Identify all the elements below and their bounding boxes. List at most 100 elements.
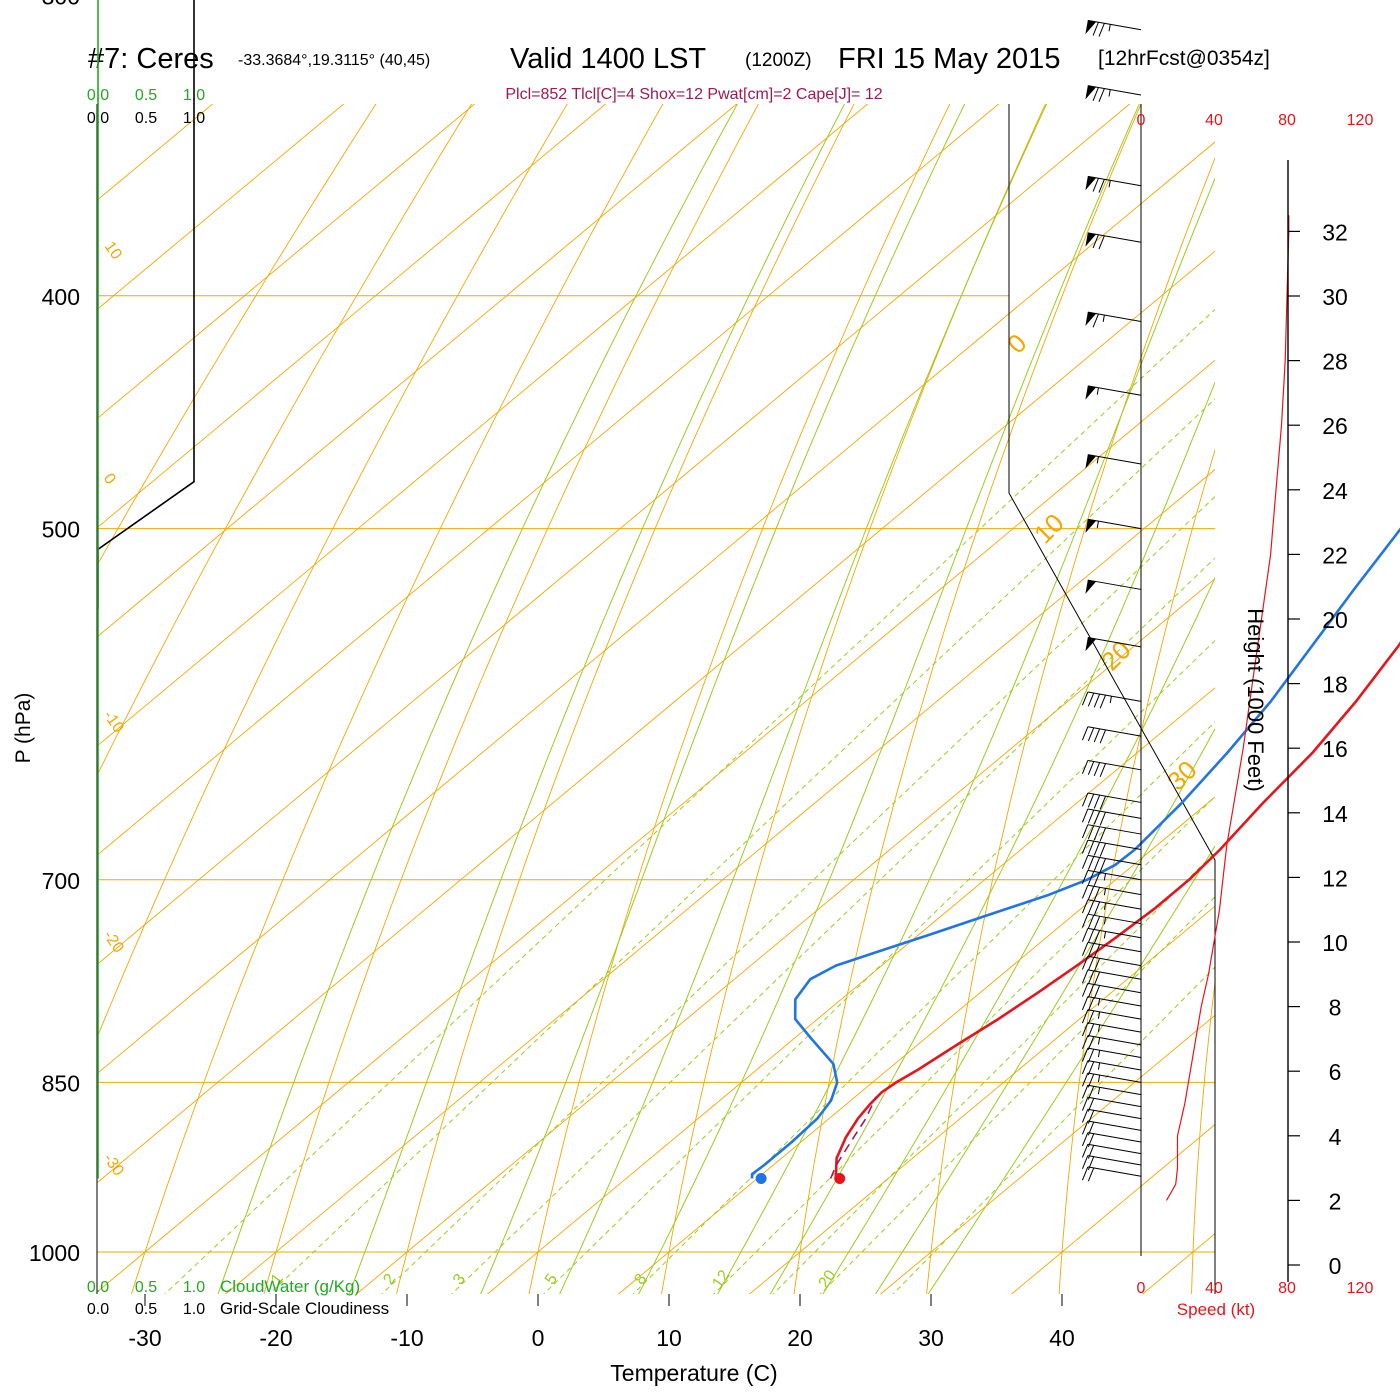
cloudwater-tick-bottom: 0.0 xyxy=(87,1279,109,1296)
temperature-trace xyxy=(834,641,1400,1179)
stability-indices: Plcl=852 Tlcl[C]=4 Shox=12 Pwat[cm]=2 Ca… xyxy=(505,86,882,103)
wind-barb xyxy=(1085,85,1142,102)
mixing-ratio-lines xyxy=(164,308,1215,1294)
dry-adiabat xyxy=(1058,448,1215,1294)
wind-barb xyxy=(1081,1166,1142,1182)
moist-adiabat xyxy=(769,381,1215,1294)
speed-label: Speed (kt) xyxy=(1177,1300,1255,1319)
wind-barb xyxy=(1085,518,1142,534)
wind-speed-line xyxy=(1165,215,1290,1201)
isotherm xyxy=(97,250,1215,1184)
speed-tick-top: 0 xyxy=(1137,112,1146,129)
isotherm xyxy=(97,104,476,420)
wind-barb xyxy=(1085,19,1142,37)
wind-barb xyxy=(1085,175,1142,193)
speed-tick-top: 80 xyxy=(1278,112,1296,129)
adiabat-label: 0 xyxy=(1001,328,1032,359)
height-tick: 20 xyxy=(1322,607,1348,633)
isotherm xyxy=(97,104,345,311)
wind-barb xyxy=(1081,759,1142,778)
cloudiness-tick-top: 0.5 xyxy=(135,110,157,127)
sounding-traces xyxy=(750,527,1400,1185)
cloudwater-label: CloudWater (g/Kg) xyxy=(220,1277,360,1296)
height-tick: 32 xyxy=(1322,219,1348,245)
mixing-ratio-line xyxy=(164,308,1215,1294)
cloud-scale-top: 0.0 0.5 1.00.0 0.5 1.0 xyxy=(87,87,205,127)
height-tick: 4 xyxy=(1329,1124,1342,1150)
height-tick: 26 xyxy=(1322,413,1348,439)
isotherm xyxy=(97,104,738,638)
pressure-tick-labels: 2503004005007008501000 xyxy=(29,0,80,1266)
moist-adiabat xyxy=(717,177,1215,1294)
station-coords: -33.3684°,19.3115° (40,45) xyxy=(238,52,430,69)
x-axis-title: Temperature (C) xyxy=(610,1360,777,1386)
moist-adiabat-lines xyxy=(217,104,1215,1294)
wind-speed-profile xyxy=(1165,215,1290,1201)
moist-adiabat xyxy=(927,845,1215,1294)
mixing-ratio-line xyxy=(381,495,1215,1294)
dry-adiabat xyxy=(793,104,1142,1294)
temperature-tick: 0 xyxy=(532,1325,545,1351)
surface-temperature-dot xyxy=(834,1173,846,1185)
wind-barb xyxy=(1081,792,1142,810)
speed-tick-bottom: 0 xyxy=(1137,1280,1146,1297)
mixing-ratio-label: 2 xyxy=(380,1271,399,1288)
dewpoint-trace xyxy=(750,527,1400,1179)
mixing-ratio-label: 5 xyxy=(542,1271,561,1288)
wind-barb xyxy=(1081,1072,1142,1088)
speed-scale-bottom: 0 40 80 120 xyxy=(1137,1280,1374,1297)
adiabat-label: 10 xyxy=(1028,508,1070,550)
mixing-ratio-line xyxy=(450,557,1215,1294)
cloudiness-tick-bottom: 0.5 xyxy=(135,1301,157,1318)
isotherm-lines xyxy=(97,104,1215,1294)
mixing-ratio-line xyxy=(268,398,1215,1294)
speed-tick-bottom: 80 xyxy=(1278,1280,1296,1297)
wind-barb xyxy=(1085,385,1142,400)
wind-barb xyxy=(1081,996,1142,1012)
height-tick: 2 xyxy=(1329,1188,1342,1214)
isotherm xyxy=(617,796,1215,1294)
zulu-time: (1200Z) xyxy=(745,50,812,71)
height-tick: 10 xyxy=(1322,930,1348,956)
mixing-ratio-label: 12 xyxy=(709,1267,733,1291)
pressure-tick: 1000 xyxy=(29,1240,80,1266)
wind-barb xyxy=(1081,969,1142,986)
temperature-tick: 10 xyxy=(656,1325,682,1351)
wind-barb xyxy=(1081,1060,1142,1076)
isotherm-label: 10 xyxy=(101,239,125,263)
mixing-ratio-line xyxy=(892,966,1215,1294)
temperature-tick: -30 xyxy=(128,1325,161,1351)
wind-barb xyxy=(1085,232,1142,250)
temperature-tick: 30 xyxy=(918,1325,944,1351)
dry-adiabat xyxy=(97,104,568,1039)
wind-barbs xyxy=(1081,19,1142,1182)
dry-adiabat-lines xyxy=(97,104,1215,1294)
dry-adiabat xyxy=(926,156,1215,1294)
height-tick: 12 xyxy=(1322,865,1348,891)
pressure-tick: 850 xyxy=(42,1070,80,1096)
wind-barb xyxy=(1081,927,1142,944)
wind-barb xyxy=(1081,808,1142,826)
height-tick: 6 xyxy=(1329,1059,1342,1085)
isotherm xyxy=(97,359,1215,1293)
cloudiness-tick-bottom: 1.0 xyxy=(183,1301,205,1318)
cloudiness-tick-bottom: 0.0 xyxy=(87,1301,109,1318)
wind-barb xyxy=(1085,637,1142,652)
isotherm xyxy=(97,104,607,529)
isotherm xyxy=(97,104,214,201)
moist-adiabat xyxy=(822,576,1215,1294)
isotherm-label: 0 xyxy=(100,471,119,488)
isotherm-label: -30 xyxy=(100,1151,127,1180)
isobar-lines xyxy=(97,295,1215,1253)
moist-adiabat xyxy=(348,104,846,1294)
speed-tick-bottom: 40 xyxy=(1205,1280,1223,1297)
mixing-ratio-line xyxy=(543,639,1215,1294)
temperature-tick: -10 xyxy=(390,1325,423,1351)
isotherm xyxy=(748,905,1215,1294)
isotherm xyxy=(97,141,1215,1075)
dry-adiabat xyxy=(97,104,377,567)
speed-tick-bottom: 120 xyxy=(1347,1280,1374,1297)
temperature-tick: 40 xyxy=(1049,1325,1075,1351)
